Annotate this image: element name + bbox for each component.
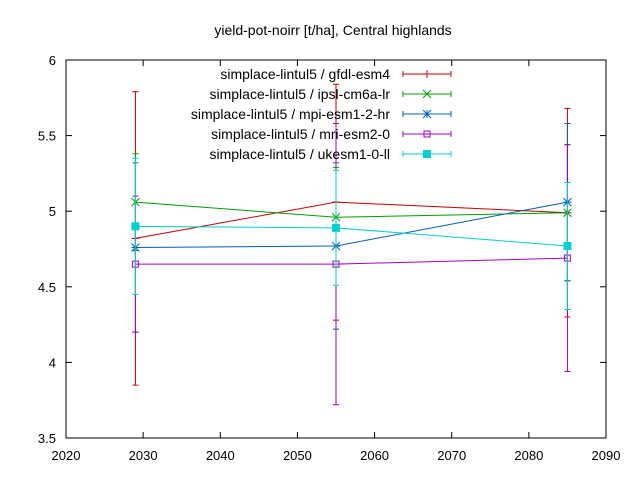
legend-item: simplace-lintul5 / mri-esm2-0 [211,126,452,142]
x-tick-label: 2090 [592,448,621,463]
x-tick-label: 2020 [52,448,81,463]
legend-marker [423,70,431,78]
series-line [135,201,568,239]
axes: 2020 2030 2040 2050 2060 2070 2080 2090 3.5 4 4.5 5… [38,53,621,463]
x-tick-label: 2030 [129,448,158,463]
plot-frame [65,59,607,439]
legend-item: simplace-lintul5 / ukesm1-0-ll [209,146,452,162]
x-tick-label: 2060 [360,448,389,463]
x-tick-label: 2050 [283,448,312,463]
data-point [563,241,572,250]
legend-swatch [402,131,452,137]
legend-label: simplace-lintul5 / gfdl-esm4 [220,66,390,82]
x-tick-label: 2070 [437,448,466,463]
legend-item: simplace-lintul5 / ipsl-cm6a-lr [210,86,452,102]
legend-marker [423,130,431,138]
x-tick-label: 2080 [514,448,543,463]
legend-label: simplace-lintul5 / mri-esm2-0 [211,126,390,142]
legend-label: simplace-lintul5 / ipsl-cm6a-lr [210,86,391,102]
legend-label: simplace-lintul5 / ukesm1-0-ll [209,146,390,162]
y-tick-label: 4.5 [38,280,56,295]
x-tick-label: 2040 [206,448,235,463]
legend-item: simplace-lintul5 / gfdl-esm4 [220,66,452,82]
chart-title: yield-pot-noirr [t/ha], Central highland… [214,22,451,38]
series-5 [131,157,572,310]
y-tick-label: 5.5 [38,129,56,144]
data-point [332,223,340,232]
legend-marker [423,150,431,158]
y-tick-label: 4 [49,355,56,370]
data-point [131,222,140,231]
y-tick-label: 3.5 [38,431,56,446]
legend-marker [422,89,432,99]
legend: simplace-lintul5 / gfdl-esm4 simplace-lin… [191,66,452,162]
series-line [135,257,568,265]
legend-label: simplace-lintul5 / mpi-esm1-2-hr [191,106,391,122]
series-2 [131,144,572,282]
legend-item: simplace-lintul5 / mpi-esm1-2-hr [191,106,452,122]
series-layer [131,83,572,406]
series-4 [131,123,571,406]
y-tick-label: 5 [49,204,56,219]
y-tick-label: 6 [49,53,56,68]
legend-marker [422,109,432,119]
